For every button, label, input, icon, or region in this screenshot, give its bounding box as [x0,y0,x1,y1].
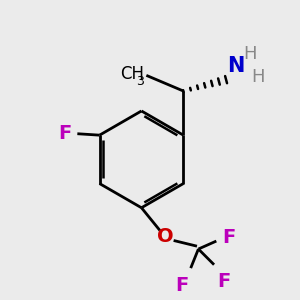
Text: N: N [227,56,245,76]
Text: 3: 3 [136,75,144,88]
Text: H: H [243,45,257,63]
Text: H: H [251,68,264,86]
Text: CH: CH [120,65,144,83]
Text: F: F [175,276,188,295]
Text: F: F [223,228,236,247]
Text: F: F [58,124,71,143]
Text: O: O [157,227,174,246]
Text: F: F [217,272,230,291]
